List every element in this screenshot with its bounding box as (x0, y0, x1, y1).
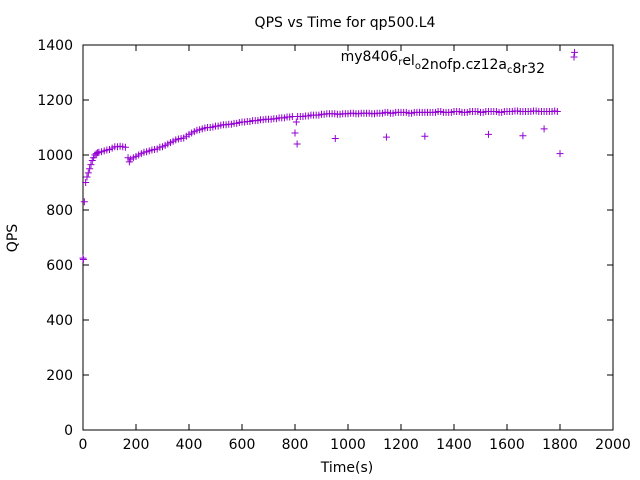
x-tick-label: 2000 (595, 437, 631, 453)
data-point (571, 48, 579, 56)
x-tick-label: 0 (79, 437, 88, 453)
legend-marker (570, 53, 578, 61)
data-point (94, 149, 102, 157)
y-axis: 0 200 400 600 800 1000 1200 1400 (37, 38, 613, 439)
x-tick-label: 1200 (383, 437, 419, 453)
data-point (421, 132, 429, 140)
data-point (293, 140, 301, 148)
x-tick-label: 600 (229, 437, 256, 453)
data-point (80, 198, 88, 206)
data-point (519, 132, 527, 140)
data-point (87, 161, 95, 169)
data-point (86, 165, 94, 173)
legend-subscript: o (415, 61, 421, 72)
legend-segment: el (402, 53, 415, 69)
y-tick-label: 200 (46, 368, 73, 384)
legend-subscript: r (398, 57, 403, 68)
x-tick-label: 400 (176, 437, 203, 453)
y-tick-label: 800 (46, 203, 73, 219)
legend-segment: 8r32 (513, 61, 545, 77)
y-tick-label: 400 (46, 313, 73, 329)
data-point (331, 135, 339, 142)
data-point (83, 173, 91, 181)
x-tick-label: 1600 (489, 437, 525, 453)
data-point (84, 169, 92, 177)
legend: my8406relo2nofp.cz12ac8r32 (341, 49, 578, 77)
x-tick-label: 1400 (436, 437, 472, 453)
y-tick-label: 1200 (37, 93, 73, 109)
x-axis: 0 200 400 600 800 1000 1200 1400 1600 1800 2000 (79, 45, 631, 453)
data-point (121, 143, 129, 151)
legend-segment: my8406 (341, 49, 399, 65)
legend-label: my8406relo2nofp.cz12ac8r32 (341, 49, 545, 77)
y-tick-label: 0 (64, 423, 73, 439)
data-point (82, 179, 90, 186)
x-tick-label: 800 (282, 437, 309, 453)
data-point (484, 130, 492, 138)
x-tick-label: 1800 (542, 437, 578, 453)
chart-title: QPS vs Time for qp500.L4 (255, 15, 436, 31)
legend-segment: 2nofp.cz12a (421, 57, 507, 73)
data-point (382, 133, 390, 141)
legend-marker-symbol (570, 53, 578, 61)
x-tick-label: 1000 (330, 437, 366, 453)
data-point (79, 256, 87, 263)
y-tick-label: 600 (46, 258, 73, 274)
x-axis-title: Time(s) (320, 460, 373, 476)
data-point (556, 150, 564, 158)
data-point (553, 108, 561, 116)
plot-frame (82, 44, 614, 431)
y-axis-title: QPS (5, 224, 21, 252)
x-tick-label: 200 (123, 437, 150, 453)
data-point (292, 118, 300, 126)
y-tick-label: 1400 (37, 38, 73, 54)
data-point (540, 125, 548, 133)
data-points (79, 48, 579, 263)
legend-subscript: c (507, 65, 513, 76)
y-tick-label: 1000 (37, 148, 73, 164)
data-point (291, 129, 299, 137)
